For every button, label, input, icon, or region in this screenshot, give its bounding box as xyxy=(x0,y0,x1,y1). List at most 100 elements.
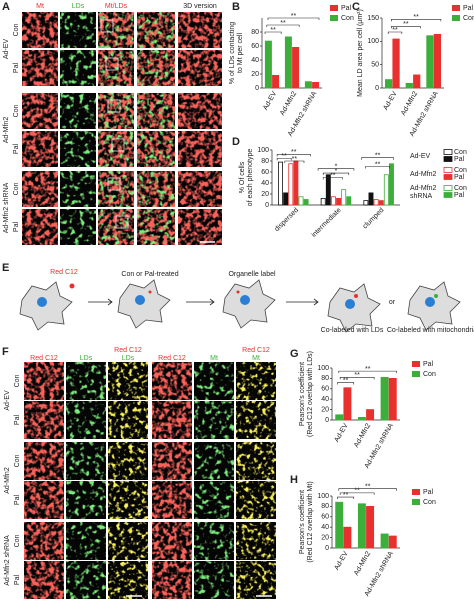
micrograph-signal xyxy=(66,401,106,439)
zoom-box xyxy=(105,57,119,71)
significance-bracket xyxy=(276,157,292,161)
micrograph-signal xyxy=(236,362,276,400)
bar xyxy=(388,535,397,549)
row-label: Con xyxy=(14,454,21,467)
bar xyxy=(320,197,326,206)
diagram-label: Red C12 xyxy=(50,269,78,276)
bar xyxy=(335,501,344,549)
legend-label: Con xyxy=(423,499,436,506)
y-tick-label: 0 xyxy=(375,85,379,92)
panel-label: A xyxy=(2,1,10,13)
micrograph-signal xyxy=(60,209,96,245)
y-tick-label: 80 xyxy=(321,375,329,382)
bar xyxy=(368,192,374,206)
y-tick-label: 100 xyxy=(367,38,379,45)
significance-label: * xyxy=(335,168,338,175)
x-tick-label: clumped xyxy=(362,207,386,231)
y-axis-title: to Mt per cell xyxy=(237,33,244,74)
bar xyxy=(405,82,413,89)
bar xyxy=(426,35,434,89)
micrograph-signal xyxy=(137,131,175,167)
panel-label: G xyxy=(290,348,299,360)
significance-bracket xyxy=(264,31,282,34)
micrograph-signal xyxy=(194,442,234,480)
y-axis-title: Pearson's coefficient xyxy=(299,490,306,554)
legend-swatch xyxy=(443,185,453,191)
y-tick-label: 80 xyxy=(321,503,329,510)
row-label: Con xyxy=(13,182,20,195)
column-label: Red C12 xyxy=(242,347,270,354)
group-label: Ad-Mfn2 xyxy=(4,467,11,494)
bar xyxy=(373,199,379,206)
legend-swatch xyxy=(412,489,420,495)
micrograph-signal xyxy=(66,561,106,599)
nuclei xyxy=(37,283,438,309)
legend-label: Pal xyxy=(454,192,465,199)
row-label: Con xyxy=(14,374,21,387)
micrograph-signal xyxy=(178,12,222,48)
micrograph-signal xyxy=(60,93,96,129)
significance-label: ** xyxy=(413,14,419,21)
bar xyxy=(272,75,280,89)
micrograph-signal xyxy=(108,561,148,599)
row-label: Con xyxy=(14,534,21,547)
bar xyxy=(366,505,375,549)
bar xyxy=(341,189,347,206)
column-label: Red C12 xyxy=(114,347,142,354)
y-tick-label: 80 xyxy=(261,158,269,165)
micrograph-signal xyxy=(24,481,64,519)
micrograph-signal xyxy=(178,171,222,207)
legend-swatch xyxy=(412,371,420,377)
significance-label: * xyxy=(335,164,338,171)
diagram-label: Co-labeled with mitochondria xyxy=(387,327,474,334)
diagram-label: Co-labeled with LDs xyxy=(321,327,384,334)
micrograph-signal xyxy=(60,131,96,167)
micrograph-signal xyxy=(194,561,234,599)
micrograph-signal xyxy=(66,481,106,519)
micrograph-signal xyxy=(178,93,222,129)
micrograph-signal xyxy=(24,522,64,560)
y-tick-label: 0 xyxy=(325,545,329,552)
significance-bracket xyxy=(337,382,355,385)
y-axis-title: Pearson's coefficient xyxy=(299,362,306,426)
bar xyxy=(343,526,352,549)
significance-label: ** xyxy=(281,153,287,160)
micrograph-signal xyxy=(108,362,148,400)
significance-bracket xyxy=(338,488,397,491)
micrograph-signal xyxy=(152,481,192,519)
micrograph-signal xyxy=(22,12,58,48)
bar xyxy=(357,503,366,549)
legend-label: Con xyxy=(463,15,474,22)
row-label: Pal xyxy=(13,63,20,74)
bar xyxy=(283,192,289,206)
significance-label: ** xyxy=(280,20,286,27)
significance-bracket xyxy=(339,492,375,495)
bar xyxy=(336,197,342,206)
micrograph-signal xyxy=(152,522,192,560)
x-tick-label: Ad-EV xyxy=(333,422,349,443)
micrograph-signal xyxy=(108,481,148,519)
row-label: Pal xyxy=(14,575,21,586)
x-tick-label: Ad-EV xyxy=(382,90,398,111)
x-tick-label: Ad-EV xyxy=(262,90,278,111)
micrograph-signal xyxy=(152,561,192,599)
micrograph-signal xyxy=(178,131,222,167)
significance-label: ** xyxy=(354,488,360,495)
column-label: Mt xyxy=(252,355,260,362)
y-tick-label: 150 xyxy=(367,15,379,22)
micrograph-signal xyxy=(194,401,234,439)
legend-group: shRNA xyxy=(410,193,433,200)
micrograph-signal xyxy=(98,50,134,86)
micrograph-signal xyxy=(22,171,58,207)
group-label: Ad-Mfn2 shRNA xyxy=(4,535,11,586)
y-tick-label: 40 xyxy=(261,180,269,187)
row-label: Pal xyxy=(14,415,21,426)
group-label: Ad-Mfn2 shRNA xyxy=(3,182,10,233)
x-tick-label: Ad-Mfn2 xyxy=(353,422,372,449)
significance-label: ** xyxy=(270,27,276,34)
zoom-box xyxy=(107,177,121,191)
panel-label: E xyxy=(2,262,9,274)
bar xyxy=(312,82,320,89)
y-tick-label: 20 xyxy=(321,406,329,413)
x-tick-label: intermediate xyxy=(311,207,343,239)
